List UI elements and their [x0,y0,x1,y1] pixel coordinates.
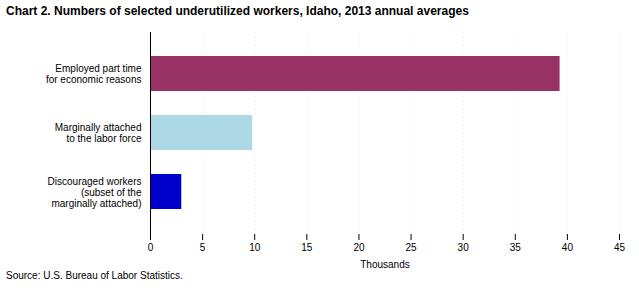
html-text:Chart 2. Numbers of selected u: Chart 2. Numbers of selected underutiliz… [6,4,469,18]
svg-text:35: 35 [510,242,522,253]
svg-text:30: 30 [458,242,470,253]
html-text:Source: U.S. Bureau of Labor S: Source: U.S. Bureau of Labor Statistics. [6,270,183,281]
svg-text:25: 25 [405,242,417,253]
svg-text:Marginally attachedto the labo: Marginally attachedto the labor force [55,122,142,144]
svg-text:5: 5 [200,242,206,253]
svg-text:20: 20 [353,242,365,253]
svg-text:45: 45 [614,242,626,253]
svg-text:15: 15 [301,242,313,253]
svg-text:Employed part timefor economic: Employed part timefor economic reasons [46,63,142,85]
svg-text:Thousands: Thousands [360,259,409,270]
svg-text:0: 0 [148,242,154,253]
svg-text:40: 40 [562,242,574,253]
svg-text:Discouraged workers(subset of: Discouraged workers(subset of themargina… [48,176,142,209]
svg-text:10: 10 [249,242,261,253]
